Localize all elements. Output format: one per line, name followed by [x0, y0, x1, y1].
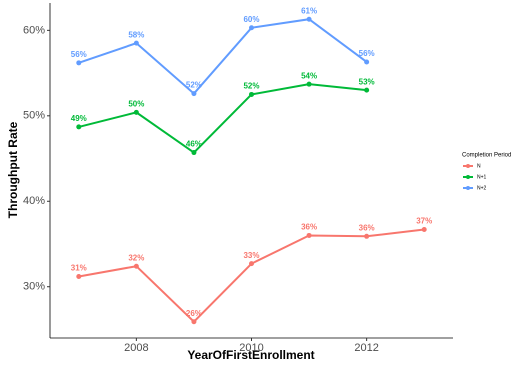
point [191, 91, 197, 97]
x-tick-label: 2012 [354, 342, 378, 354]
data-label: 46% [186, 140, 202, 149]
legend-dot [466, 175, 470, 179]
line [78, 83, 367, 154]
y-tick-label: 30% [23, 281, 45, 293]
data-label: 56% [71, 50, 87, 59]
legend-label: N+1 [477, 174, 487, 180]
legend-title: Completion Period [462, 153, 511, 159]
legend-label: N [477, 163, 481, 169]
legend-label: N+2 [477, 185, 487, 191]
data-label: 33% [243, 251, 259, 260]
y-tick-label: 40% [23, 195, 45, 207]
data-label: 36% [359, 223, 375, 232]
data-label: 53% [359, 77, 375, 86]
data-label: 36% [301, 223, 317, 232]
point [249, 25, 254, 31]
data-label: 58% [128, 30, 144, 39]
point [76, 60, 82, 66]
line [78, 228, 425, 324]
point [421, 226, 427, 232]
point [76, 124, 82, 130]
point [364, 233, 370, 239]
point [306, 232, 312, 238]
data-label: 52% [186, 81, 202, 90]
y-tick-label: 50% [23, 110, 45, 122]
point [191, 150, 197, 156]
point [364, 59, 370, 65]
data-label: 61% [301, 6, 317, 15]
point [191, 319, 197, 325]
point [76, 273, 82, 279]
point [306, 16, 312, 22]
point [249, 91, 254, 97]
legend-dot [466, 186, 470, 190]
data-label: 49% [71, 114, 87, 123]
data-label: 54% [301, 71, 317, 80]
point [133, 109, 139, 115]
legend-dot [466, 164, 470, 168]
data-label: 50% [128, 99, 144, 108]
data-label: 37% [416, 217, 432, 226]
point [133, 40, 139, 46]
point [364, 87, 370, 93]
data-label: 56% [359, 49, 375, 58]
data-label: 31% [71, 264, 87, 273]
data-label: 32% [128, 253, 144, 262]
x-tick-label: 2010 [239, 342, 263, 354]
x-tick-label: 2008 [124, 342, 148, 354]
y-axis-title: Throughput Rate [6, 121, 20, 218]
point [249, 261, 254, 267]
data-label: 26% [186, 309, 202, 318]
point [133, 263, 139, 269]
data-label: 52% [243, 82, 259, 91]
point [306, 81, 312, 87]
x-axis-title: YearOfFirstEnrollment [187, 348, 314, 362]
y-tick-label: 60% [23, 24, 45, 36]
line [78, 18, 368, 95]
data-label: 60% [243, 15, 259, 24]
